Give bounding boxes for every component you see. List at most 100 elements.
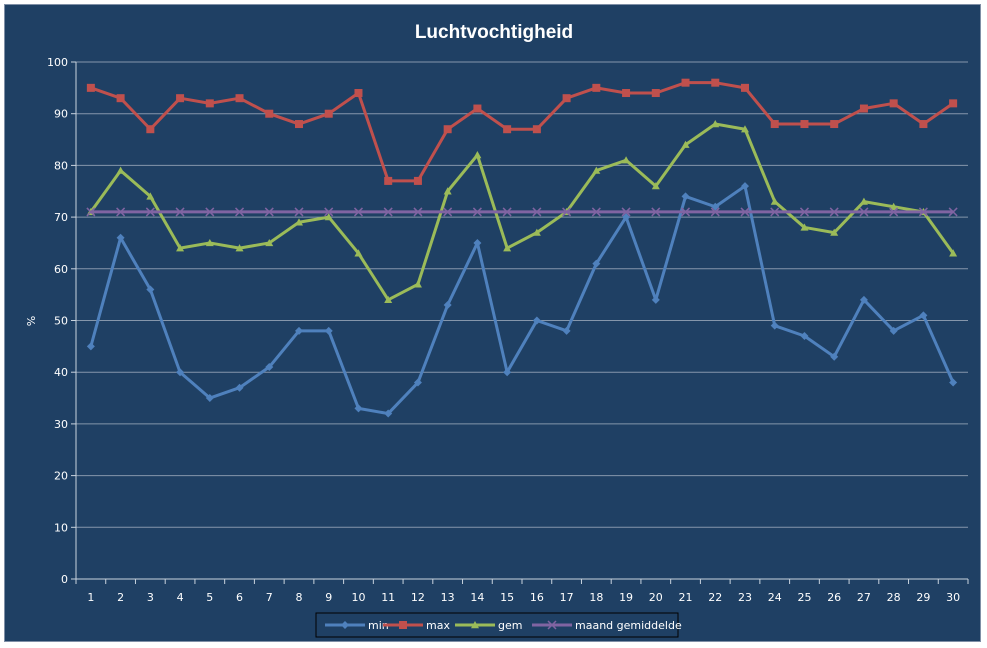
- x-marker-stroke: [294, 207, 304, 217]
- data-point: [146, 192, 155, 200]
- legend-label: gem: [498, 619, 522, 632]
- data-point: [473, 104, 482, 113]
- x-marker-stroke: [145, 207, 155, 217]
- series-line: [89, 184, 955, 416]
- data-point: [829, 207, 839, 217]
- data-point: [562, 94, 571, 103]
- y-tick-label: 30: [54, 418, 68, 431]
- data-point: [413, 207, 423, 217]
- x-marker-stroke: [889, 207, 899, 217]
- legend-label: maand gemiddelde: [575, 619, 682, 632]
- data-point: [711, 78, 720, 87]
- x-tick-label: 13: [441, 591, 455, 604]
- series-layer: [86, 78, 958, 418]
- x-marker-stroke: [651, 207, 661, 217]
- data-point: [859, 295, 868, 304]
- data-point: [889, 99, 898, 108]
- data-point: [86, 342, 95, 351]
- data-point: [294, 207, 304, 217]
- x-tick-label: 7: [266, 591, 273, 604]
- data-point: [472, 207, 482, 217]
- y-axis-label: %: [25, 316, 38, 326]
- data-point: [235, 244, 244, 252]
- data-point: [800, 332, 809, 341]
- x-tick-label: 21: [679, 591, 693, 604]
- data-point: [443, 207, 453, 217]
- x-marker-stroke: [472, 207, 482, 217]
- x-marker-stroke: [710, 207, 720, 217]
- y-tick-label: 20: [54, 470, 68, 483]
- data-point: [591, 207, 601, 217]
- data-point: [265, 109, 274, 118]
- x-marker-stroke: [562, 207, 572, 217]
- data-point: [503, 125, 512, 134]
- x-tick-label: 3: [147, 591, 154, 604]
- data-point: [949, 249, 958, 257]
- data-point: [592, 166, 601, 174]
- data-point: [324, 213, 333, 221]
- data-point: [205, 99, 214, 108]
- x-tick-label: 1: [87, 591, 94, 604]
- data-point: [800, 120, 809, 129]
- x-marker-stroke: [443, 207, 453, 217]
- data-point: [741, 83, 749, 92]
- x-tick-label: 14: [470, 591, 484, 604]
- data-point: [146, 285, 155, 294]
- data-point: [532, 125, 541, 134]
- x-tick-label: 9: [325, 591, 332, 604]
- legend-entry: max: [383, 619, 450, 632]
- data-point: [116, 233, 125, 242]
- data-point: [176, 244, 185, 252]
- data-point: [413, 378, 422, 387]
- data-point: [205, 394, 214, 403]
- data-point: [503, 368, 512, 377]
- x-tick-label: 30: [946, 591, 960, 604]
- data-point: [116, 207, 126, 217]
- y-tick-label: 0: [61, 573, 68, 586]
- y-tick-label: 60: [54, 263, 68, 276]
- data-point: [265, 363, 274, 372]
- data-point: [562, 207, 572, 217]
- data-point: [235, 94, 244, 103]
- x-tick-label: 8: [296, 591, 303, 604]
- x-tick-label: 29: [916, 591, 930, 604]
- x-tick-label: 10: [351, 591, 365, 604]
- data-point: [473, 151, 482, 159]
- x-tick-label: 25: [797, 591, 811, 604]
- legend-entry: min: [325, 619, 389, 632]
- data-point: [830, 120, 839, 129]
- x-marker-stroke: [591, 207, 601, 217]
- legend-marker: [341, 621, 349, 629]
- data-point: [383, 207, 393, 217]
- data-point: [86, 83, 95, 92]
- data-point: [651, 295, 660, 304]
- x-tick-label: 27: [857, 591, 871, 604]
- data-point: [711, 120, 720, 128]
- legend: min max gem maand gemiddelde: [315, 612, 682, 638]
- x-tick-label: 22: [708, 591, 722, 604]
- legend-label: min: [368, 619, 389, 632]
- gridlines: [76, 61, 968, 528]
- data-point: [889, 202, 898, 210]
- x-marker-stroke: [547, 620, 557, 630]
- x-marker-stroke: [829, 207, 839, 217]
- data-point: [918, 207, 928, 217]
- data-point: [592, 83, 601, 92]
- x-marker-stroke: [948, 207, 958, 217]
- legend-entry: gem: [455, 619, 522, 632]
- x-tick-label: 19: [619, 591, 633, 604]
- x-tick-label: 24: [768, 591, 782, 604]
- data-point: [384, 176, 393, 185]
- data-point: [859, 104, 868, 113]
- x-tick-label: 5: [206, 591, 213, 604]
- y-tick-label: 90: [54, 108, 68, 121]
- x-marker-stroke: [175, 207, 185, 217]
- data-point: [681, 192, 690, 201]
- data-point: [949, 99, 958, 108]
- data-point: [770, 321, 779, 330]
- x-tick-label: 15: [500, 591, 514, 604]
- data-point: [710, 207, 720, 217]
- data-point: [948, 207, 958, 217]
- x-tick-label: 16: [530, 591, 544, 604]
- legend-marker: [471, 621, 479, 629]
